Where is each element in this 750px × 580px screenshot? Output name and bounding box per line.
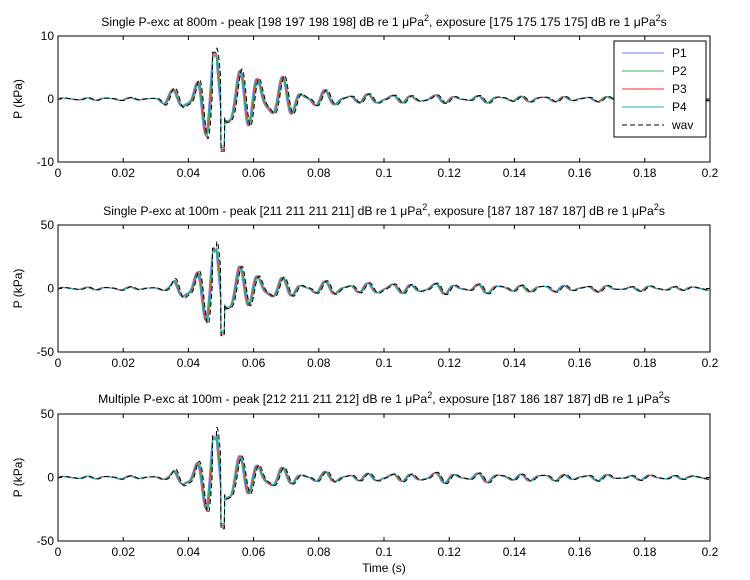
title-sup2: 2 <box>659 390 664 400</box>
x-tick-label: 0.06 <box>242 166 266 180</box>
series-line-wav <box>57 240 710 337</box>
x-tick-label: 0 <box>55 356 62 370</box>
subplot-3: Multiple P-exc at 100m - peak [212 211 2… <box>11 390 719 575</box>
x-tick-label: 0.18 <box>633 545 657 559</box>
x-tick-label: 0.08 <box>307 545 331 559</box>
x-tick-label: 0.12 <box>438 356 462 370</box>
subplot-title: Multiple P-exc at 100m - peak [212 211 2… <box>98 390 670 406</box>
y-tick-label: 50 <box>41 218 55 232</box>
x-tick-label: 0 <box>55 166 62 180</box>
x-tick-label: 0.1 <box>376 545 393 559</box>
x-tick-label: 0.02 <box>112 356 136 370</box>
series-line-wav <box>57 426 710 530</box>
legend: P1 P2 P3 P4 wav <box>613 40 707 138</box>
y-axis-label: P (kPa) <box>11 269 25 309</box>
x-tick-label: 0.1 <box>376 356 393 370</box>
title-sup2: 2 <box>656 13 661 23</box>
title-end: s <box>664 392 670 406</box>
title-unit2: μPa <box>634 15 656 29</box>
legend-label-p4: P4 <box>672 100 687 114</box>
series-line-p1 <box>57 437 711 527</box>
subplot-1: Single P-exc at 800m - peak [198 197 198… <box>11 13 719 180</box>
title-mid: , exposure [187 187 187 187] dB re 1 <box>427 204 632 218</box>
title-unit1: μPa <box>405 392 427 406</box>
y-tick-label: 0 <box>47 92 54 106</box>
legend-label-p2: P2 <box>672 64 687 78</box>
series-line-wav <box>57 47 710 152</box>
x-tick-label: 0.02 <box>112 545 136 559</box>
y-tick-label: -50 <box>37 534 55 548</box>
legend-label-p3: P3 <box>672 82 687 96</box>
series-line-p4 <box>57 54 711 147</box>
title-end: s <box>659 204 665 218</box>
x-tick-label: 0.14 <box>503 356 527 370</box>
x-axis-label: Time (s) <box>362 561 406 575</box>
x-tick-label: 0.18 <box>633 166 657 180</box>
x-tick-label: 0.14 <box>503 545 527 559</box>
x-tick-label: 0.14 <box>503 166 527 180</box>
title-end: s <box>661 15 667 29</box>
legend-label-wav: wav <box>671 118 693 132</box>
title-prefix: Single P-exc at 800m - peak [198 197 198… <box>101 15 402 29</box>
subplot-title: Single P-exc at 100m - peak [211 211 211… <box>103 202 665 218</box>
title-unit1: μPa <box>402 15 424 29</box>
y-tick-label: 0 <box>47 471 54 485</box>
series-line-p1 <box>57 249 711 334</box>
series-line-p3 <box>57 53 711 151</box>
y-tick-label: 10 <box>41 29 55 43</box>
x-tick-label: 0.04 <box>177 545 201 559</box>
series-line-p2 <box>57 55 711 148</box>
y-tick-label: -10 <box>37 155 55 169</box>
x-tick-label: 0.02 <box>112 166 136 180</box>
title-sup1: 2 <box>424 13 429 23</box>
x-tick-label: 0.08 <box>307 166 331 180</box>
x-tick-label: 0 <box>55 545 62 559</box>
title-mid: , exposure [187 186 187 187] dB re 1 <box>432 392 637 406</box>
series-line-p2 <box>57 438 711 526</box>
x-tick-label: 0.04 <box>177 356 201 370</box>
y-tick-label: -50 <box>37 345 55 359</box>
x-tick-label: 0.2 <box>702 166 719 180</box>
x-tick-label: 0.2 <box>702 356 719 370</box>
x-tick-label: 0.04 <box>177 166 201 180</box>
title-sup1: 2 <box>422 202 427 212</box>
series-line-p3 <box>57 247 711 335</box>
y-tick-label: 50 <box>41 407 55 421</box>
y-axis-label: P (kPa) <box>11 79 25 119</box>
title-prefix: Multiple P-exc at 100m - peak [212 211 2… <box>98 392 405 406</box>
legend-label-p1: P1 <box>672 46 687 60</box>
title-unit2: μPa <box>632 204 654 218</box>
title-unit1: μPa <box>400 204 422 218</box>
y-axis-label: P (kPa) <box>11 458 25 498</box>
x-tick-label: 0.08 <box>307 356 331 370</box>
x-tick-label: 0.12 <box>438 166 462 180</box>
title-prefix: Single P-exc at 100m - peak [211 211 211… <box>103 204 400 218</box>
title-sup1: 2 <box>427 390 432 400</box>
x-tick-label: 0.16 <box>568 356 592 370</box>
x-tick-label: 0.1 <box>376 166 393 180</box>
y-tick-label: 0 <box>47 282 54 296</box>
title-mid: , exposure [175 175 175 175] dB re 1 <box>429 15 634 29</box>
title-sup2: 2 <box>654 202 659 212</box>
subplot-2: Single P-exc at 100m - peak [211 211 211… <box>11 202 719 370</box>
series-line-p2 <box>57 250 711 333</box>
x-tick-label: 0.18 <box>633 356 657 370</box>
series-line-p3 <box>57 434 711 528</box>
x-tick-label: 0.06 <box>242 356 266 370</box>
x-tick-label: 0.16 <box>568 166 592 180</box>
x-tick-label: 0.2 <box>702 545 719 559</box>
series-line-p1 <box>57 54 711 149</box>
title-unit2: μPa <box>637 392 659 406</box>
subplot-title: Single P-exc at 800m - peak [198 197 198… <box>101 13 666 29</box>
x-tick-label: 0.12 <box>438 545 462 559</box>
x-tick-label: 0.16 <box>568 545 592 559</box>
x-tick-label: 0.06 <box>242 545 266 559</box>
